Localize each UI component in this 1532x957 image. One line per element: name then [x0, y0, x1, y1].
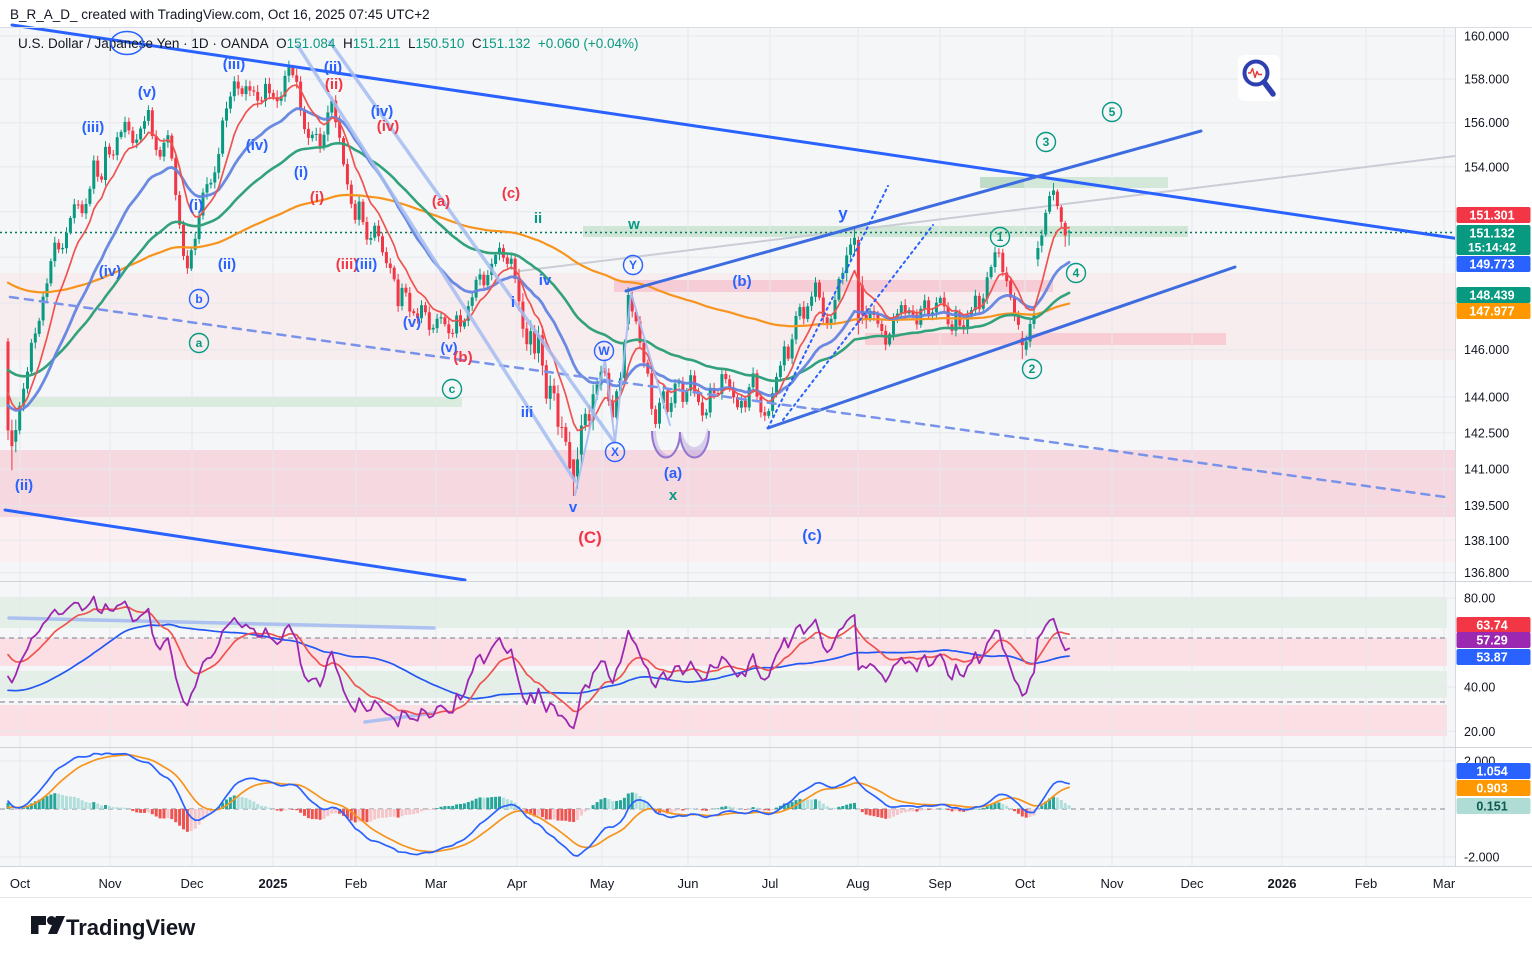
svg-text:(a): (a) — [432, 193, 450, 210]
svg-text:(iv): (iv) — [371, 103, 394, 120]
svg-text:138.100: 138.100 — [1464, 534, 1509, 548]
svg-text:Sep: Sep — [928, 876, 951, 891]
svg-text:40.00: 40.00 — [1464, 681, 1495, 695]
svg-text:(ii): (ii) — [325, 76, 343, 93]
svg-text:Apr: Apr — [507, 876, 528, 891]
svg-text:1.054: 1.054 — [1476, 764, 1507, 778]
svg-text:53.87: 53.87 — [1476, 650, 1507, 664]
svg-text:148.439: 148.439 — [1469, 288, 1514, 302]
svg-text:-2.000: -2.000 — [1464, 851, 1499, 865]
svg-text:y: y — [838, 204, 848, 223]
svg-text:0.903: 0.903 — [1476, 781, 1507, 795]
svg-text:Dec: Dec — [180, 876, 204, 891]
svg-text:(ii): (ii) — [15, 477, 33, 494]
svg-text:(a): (a) — [664, 465, 682, 482]
svg-text:144.000: 144.000 — [1464, 391, 1509, 405]
svg-text:(i): (i) — [294, 164, 308, 181]
svg-text:(b): (b) — [732, 273, 751, 290]
svg-text:(iv): (iv) — [377, 118, 400, 135]
svg-text:(c): (c) — [502, 185, 520, 202]
svg-text:156.000: 156.000 — [1464, 116, 1509, 130]
svg-text:TradingView: TradingView — [66, 915, 196, 940]
svg-text:w: w — [627, 216, 640, 233]
svg-text:X: X — [611, 445, 619, 459]
svg-text:Oct: Oct — [10, 876, 31, 891]
svg-text:136.800: 136.800 — [1464, 566, 1509, 580]
svg-text:(iv): (iv) — [246, 137, 269, 154]
svg-text:139.500: 139.500 — [1464, 499, 1509, 513]
svg-text:Nov: Nov — [1100, 876, 1124, 891]
svg-text:Jul: Jul — [762, 876, 779, 891]
svg-text:(iii): (iii) — [336, 256, 359, 273]
svg-text:(c): (c) — [802, 528, 822, 545]
svg-text:May: May — [590, 876, 615, 891]
svg-text:iii: iii — [521, 404, 534, 421]
svg-text:Y: Y — [629, 258, 637, 272]
svg-text:(iv): (iv) — [99, 263, 122, 280]
svg-text:(ii): (ii) — [324, 59, 342, 76]
svg-text:x: x — [669, 487, 678, 504]
svg-text:57.29: 57.29 — [1476, 633, 1507, 647]
svg-text:c: c — [449, 382, 456, 396]
svg-text:(b): (b) — [453, 349, 472, 366]
svg-text:B_R_A_D_ created with TradingV: B_R_A_D_ created with TradingView.com, O… — [10, 7, 430, 22]
svg-text:(ii): (ii) — [218, 256, 236, 273]
svg-text:Feb: Feb — [345, 876, 367, 891]
svg-text:i: i — [511, 294, 515, 311]
svg-text:3: 3 — [1043, 135, 1050, 149]
svg-text:(iii): (iii) — [355, 256, 378, 273]
svg-text:(i): (i) — [310, 189, 324, 206]
svg-text:Dec: Dec — [1180, 876, 1204, 891]
svg-text:(C): (C) — [578, 528, 602, 547]
svg-text:149.773: 149.773 — [1469, 257, 1514, 271]
svg-text:Mar: Mar — [1433, 876, 1456, 891]
svg-text:Nov: Nov — [98, 876, 122, 891]
svg-text:151.301: 151.301 — [1469, 208, 1514, 222]
svg-text:63.74: 63.74 — [1476, 618, 1507, 632]
svg-text:5: 5 — [1109, 105, 1116, 119]
svg-text:147.977: 147.977 — [1469, 304, 1514, 318]
svg-text:b: b — [195, 292, 202, 306]
svg-text:W: W — [598, 344, 610, 358]
svg-text:iv: iv — [539, 272, 552, 289]
svg-text:4: 4 — [1073, 266, 1080, 280]
svg-text:(v): (v) — [403, 314, 421, 331]
svg-text:v: v — [569, 499, 578, 516]
svg-text:160.000: 160.000 — [1464, 30, 1509, 44]
svg-text:Aug: Aug — [846, 876, 869, 891]
svg-text:15:14:42: 15:14:42 — [1468, 241, 1516, 255]
svg-text:141.000: 141.000 — [1464, 463, 1509, 477]
svg-text:2026: 2026 — [1268, 876, 1297, 891]
svg-text:158.000: 158.000 — [1464, 73, 1509, 87]
svg-text:146.000: 146.000 — [1464, 343, 1509, 357]
svg-text:Mar: Mar — [425, 876, 448, 891]
svg-text:20.00: 20.00 — [1464, 725, 1495, 739]
svg-text:Feb: Feb — [1355, 876, 1377, 891]
svg-text:U.S. Dollar / Japanese Yen · 1: U.S. Dollar / Japanese Yen · 1D · OANDA … — [18, 36, 638, 51]
svg-text:142.500: 142.500 — [1464, 426, 1509, 440]
svg-text:(iii): (iii) — [82, 119, 105, 136]
svg-text:ii: ii — [534, 210, 542, 227]
svg-text:2025: 2025 — [259, 876, 288, 891]
svg-text:Jun: Jun — [678, 876, 699, 891]
svg-text:(i): (i) — [189, 197, 203, 214]
svg-text:Oct: Oct — [1015, 876, 1036, 891]
svg-text:151.132: 151.132 — [1469, 227, 1514, 241]
svg-text:0.151: 0.151 — [1476, 799, 1507, 813]
svg-text:(v): (v) — [138, 84, 156, 101]
svg-text:80.00: 80.00 — [1464, 592, 1495, 606]
svg-text:(iii): (iii) — [223, 56, 246, 73]
svg-text:a: a — [196, 336, 203, 350]
svg-text:154.000: 154.000 — [1464, 160, 1509, 174]
svg-text:(v): (v) — [440, 339, 457, 355]
svg-text:2: 2 — [1029, 362, 1036, 376]
svg-text:1: 1 — [997, 230, 1004, 244]
